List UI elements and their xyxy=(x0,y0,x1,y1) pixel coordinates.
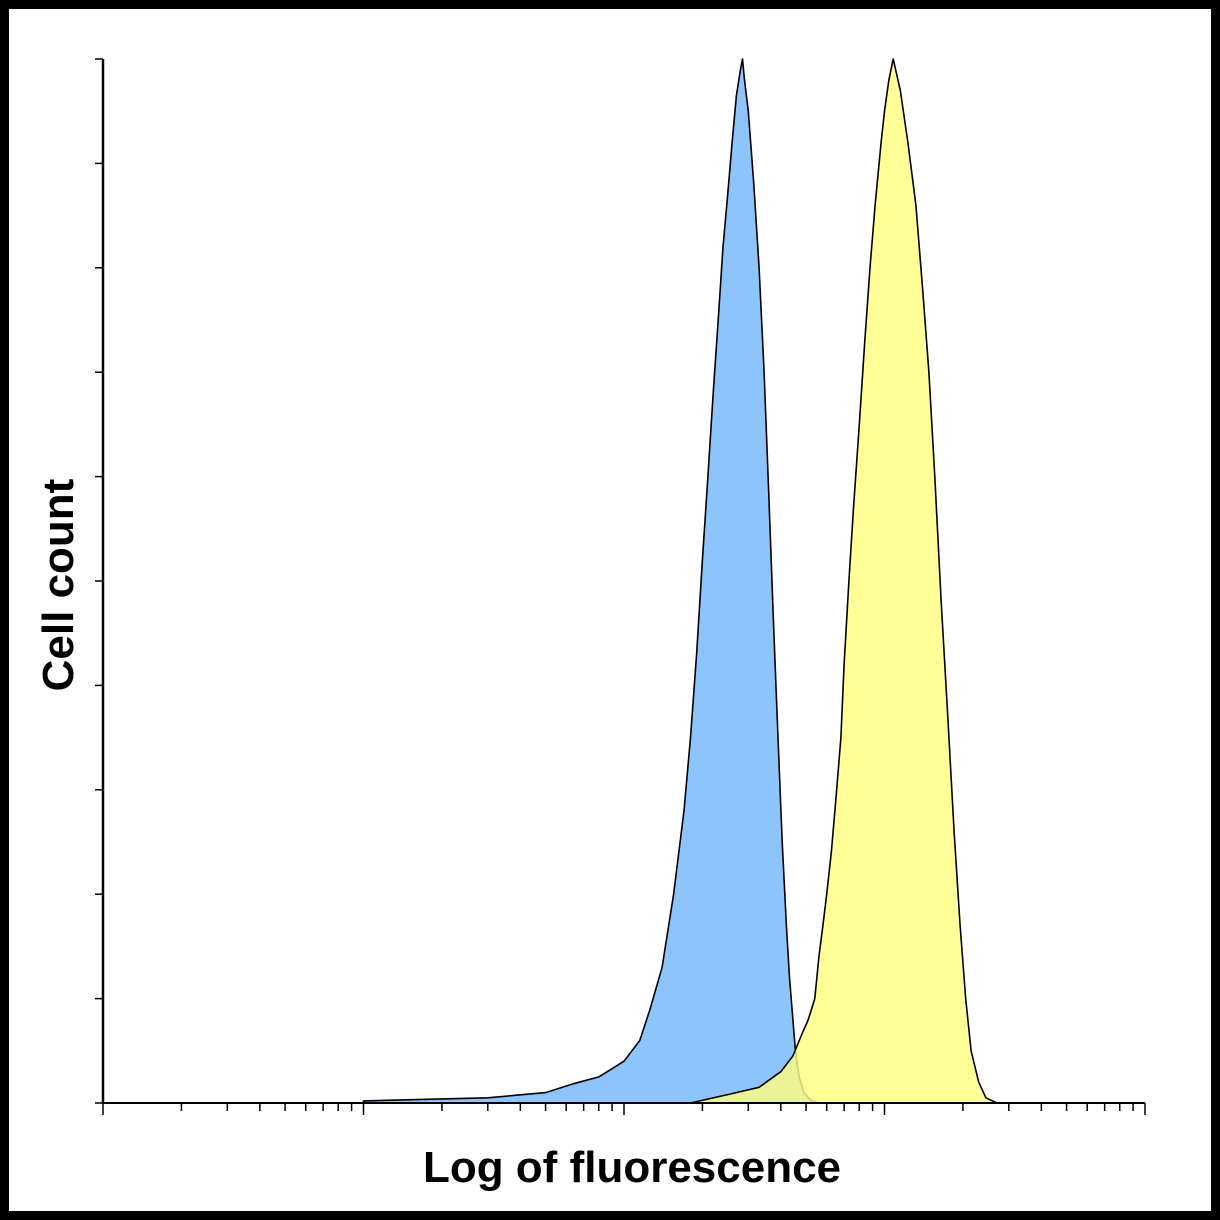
series-layer xyxy=(362,58,998,1104)
axis-layer xyxy=(95,58,1146,1115)
series-1-area xyxy=(362,58,820,1104)
chart-frame: Log of fluorescence Cell count xyxy=(9,9,1211,1211)
histogram-chart: Log of fluorescence Cell count xyxy=(34,58,1146,1192)
y-axis-title: Cell count xyxy=(34,478,83,691)
x-axis-title: Log of fluorescence xyxy=(423,1143,841,1192)
series-2-area xyxy=(689,58,998,1104)
